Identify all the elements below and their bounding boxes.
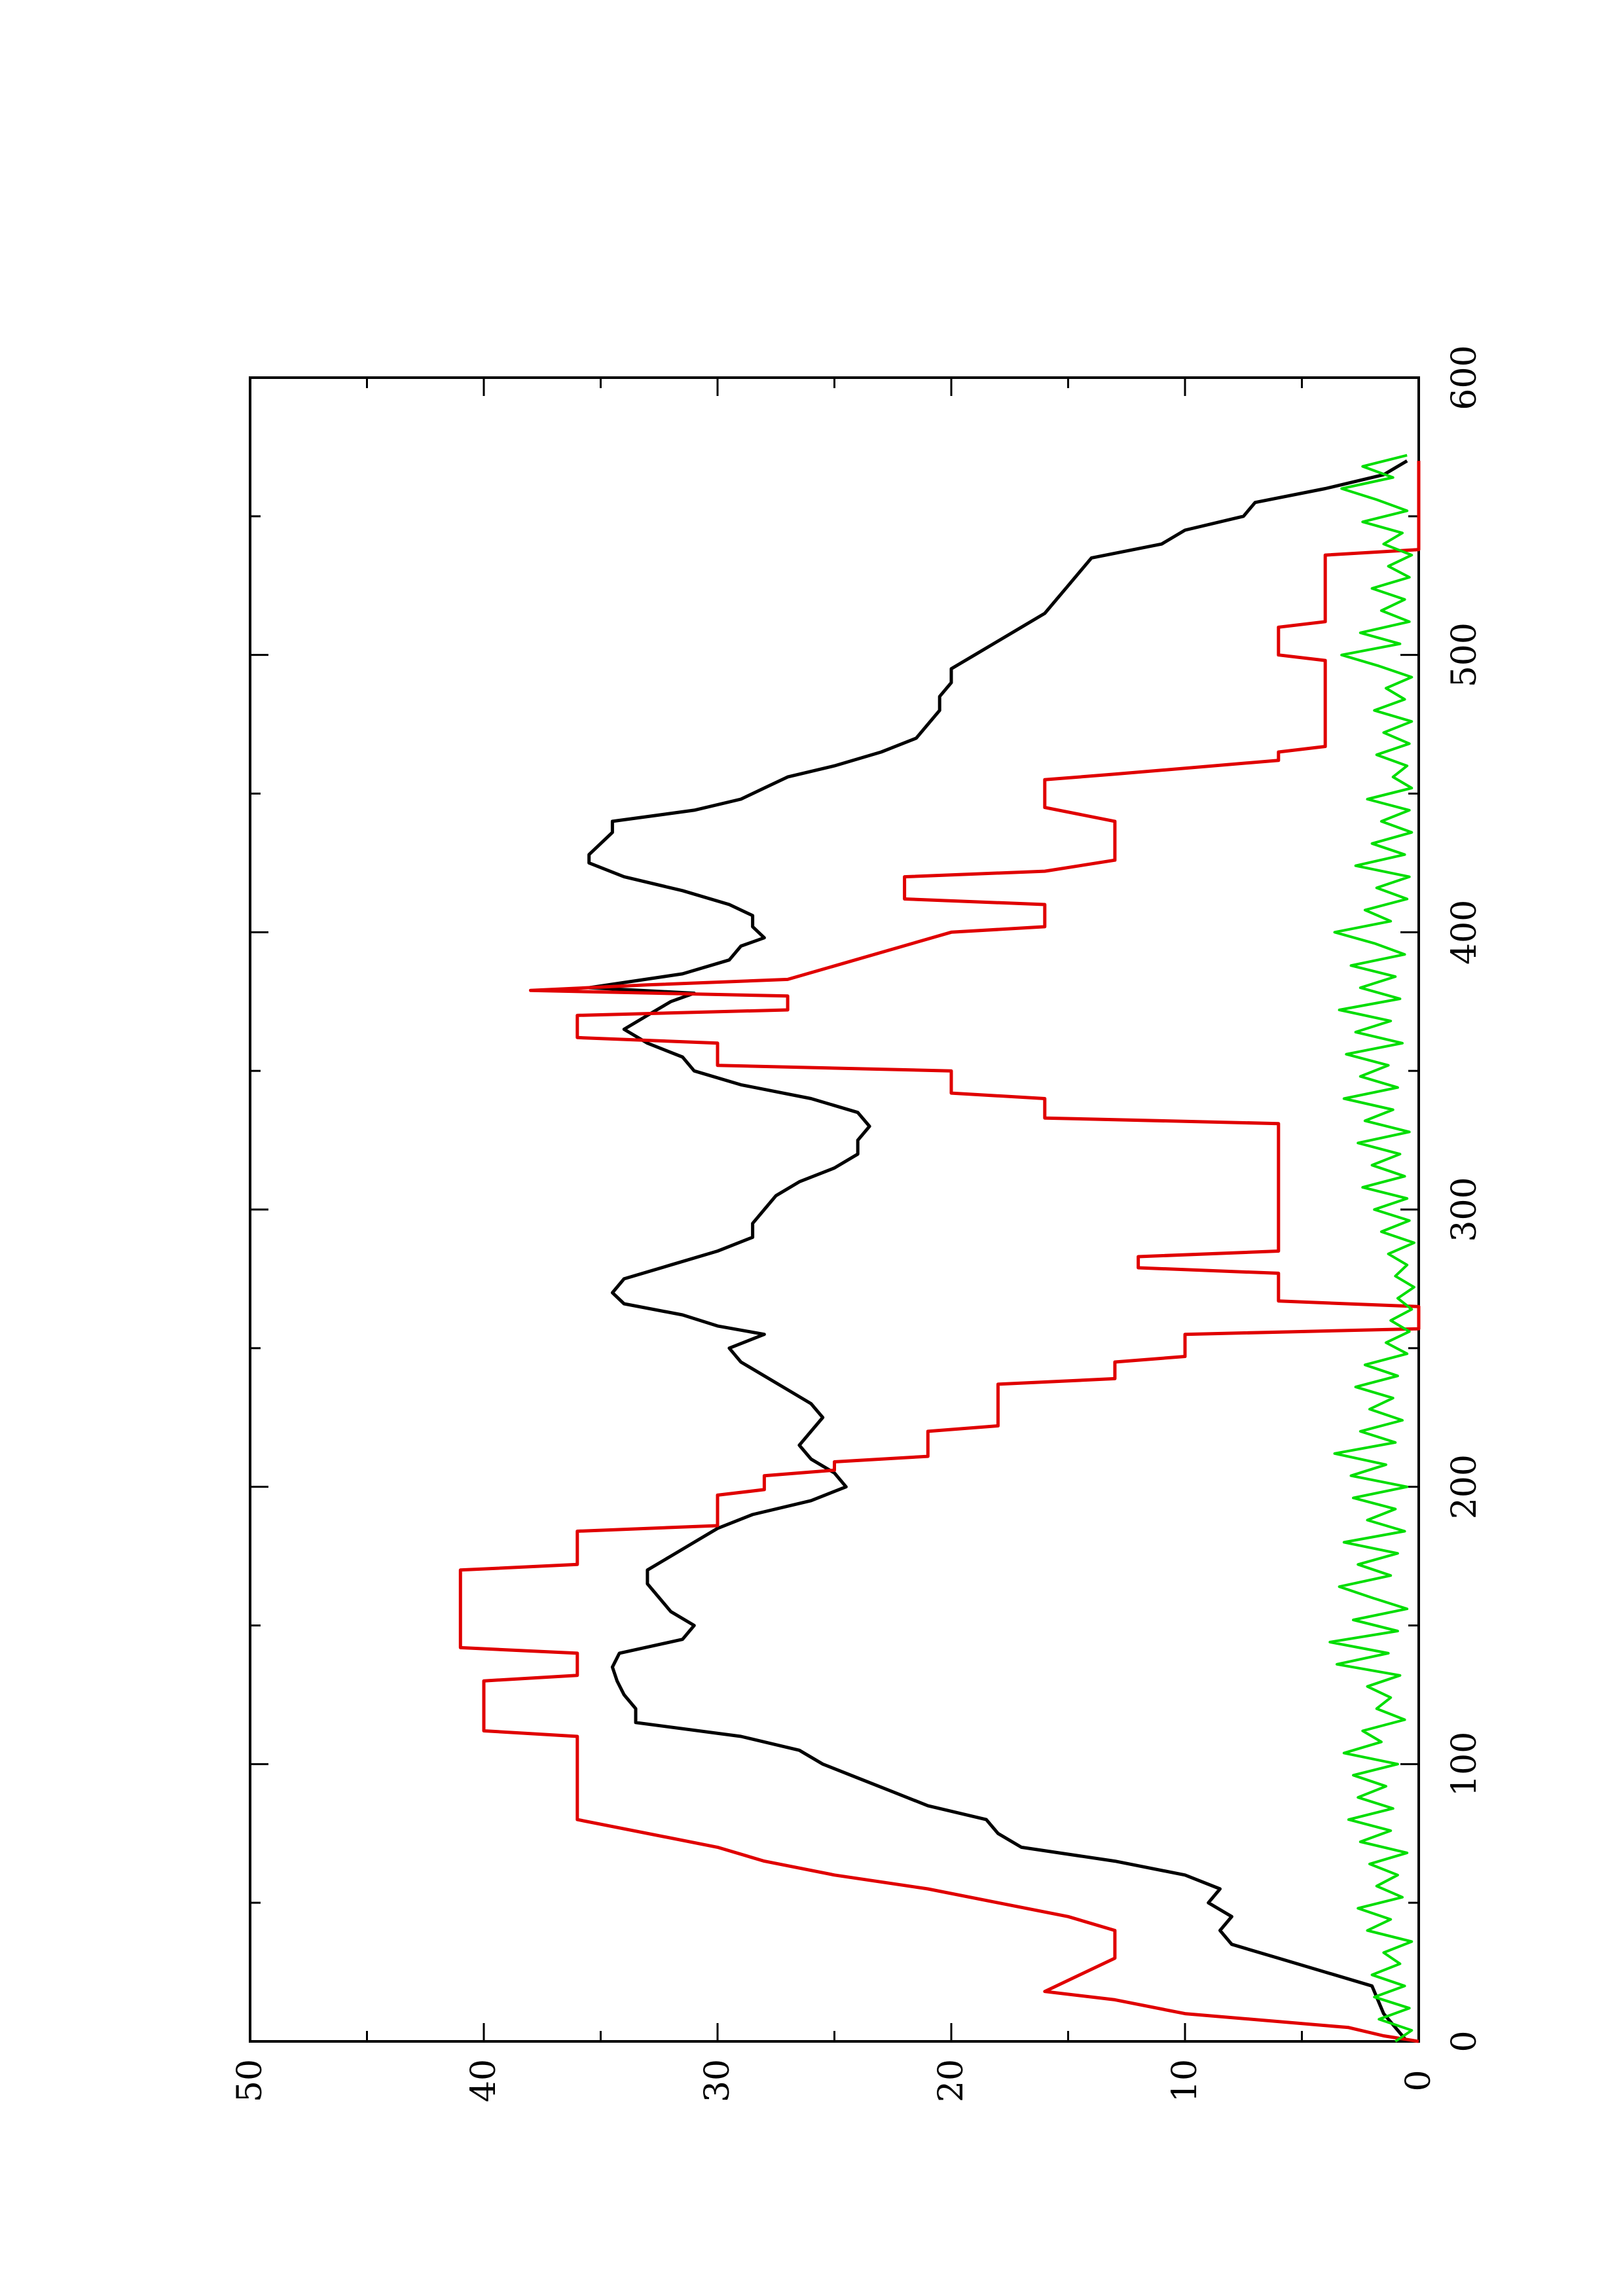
- y-tick-label: 10: [1165, 2059, 1205, 2102]
- x-tick-label: 600: [1445, 345, 1484, 410]
- data-series: [458, 454, 1421, 2043]
- series-line-3: [1328, 454, 1415, 2043]
- x-tick-label: 500: [1445, 622, 1484, 687]
- x-tick-label: 400: [1445, 900, 1484, 965]
- x-tick-label: 200: [1445, 1454, 1484, 1519]
- x-tick-label: 300: [1445, 1177, 1484, 1242]
- series-line-1: [587, 459, 1409, 2043]
- y-tick-label: 20: [932, 2059, 971, 2102]
- y-tick-label: 40: [464, 2059, 503, 2102]
- series-line-2: [458, 461, 1421, 2043]
- x-tick-label: 100: [1445, 1732, 1484, 1797]
- tick-labels: 0 100 200 300 400 500 600 0 10 20 30 40 50: [230, 345, 1484, 2102]
- y-tick-label: 50: [230, 2059, 270, 2102]
- tick-marks: [249, 376, 1420, 2043]
- y-tick-label: 0: [1399, 2070, 1438, 2091]
- x-tick-label: 0: [1445, 2030, 1484, 2052]
- plot-frame: [249, 376, 1420, 2043]
- y-tick-label: 30: [698, 2059, 737, 2102]
